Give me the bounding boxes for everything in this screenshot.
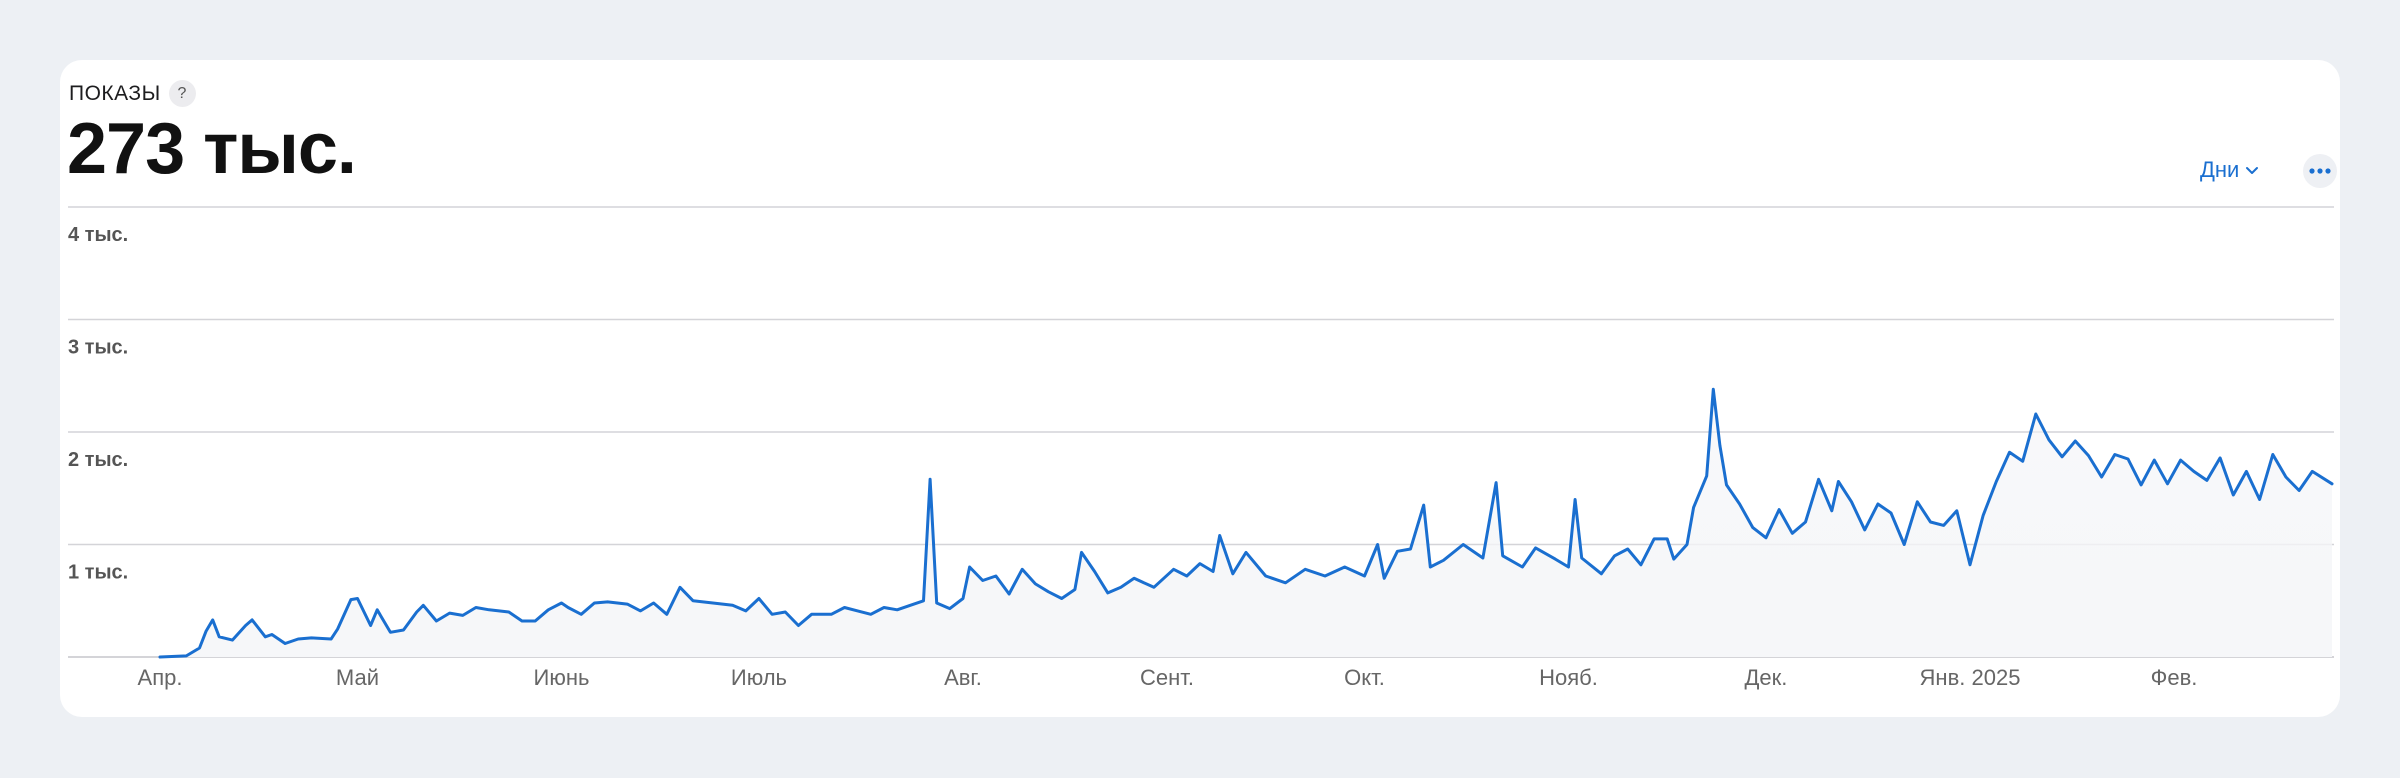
metric-label: ПОКАЗЫ [69,81,161,105]
ellipsis-icon [2309,168,2331,174]
impressions-chart: 1 тыс. 2 тыс. 3 тыс. 4 тыс. Апр. Май Июнь Июль… [68,206,2334,690]
series-area [160,389,2332,657]
x-tick-label: Дек. [1745,665,1788,690]
x-tick-label: Апр. [138,665,183,690]
y-tick-label: 1 тыс. [68,562,128,584]
x-tick-label: Май [336,665,379,690]
x-tick-label: Окт. [1344,665,1385,690]
metric-header: ПОКАЗЫ ? [69,80,196,107]
period-label: Дни [2200,157,2240,182]
x-tick-label: Июнь [534,665,590,690]
series-line [158,387,2334,659]
y-tick-label: 4 тыс. [68,224,128,246]
impressions-card: ПОКАЗЫ ? 273 тыс. Дни 1 тыс. 2 тыс. 3 тыс.… [60,60,2340,717]
x-tick-label: Июль [731,665,787,690]
y-tick-label: 2 тыс. [68,449,128,471]
metric-total: 273 тыс. [67,109,357,189]
x-tick-label: Авг. [944,665,982,690]
help-icon[interactable]: ? [168,80,196,107]
x-tick-label: Янв. 2025 [1920,665,2021,690]
x-tick-label: Нояб. [1539,665,1598,690]
x-tick-label: Сент. [1140,665,1194,690]
chevron-down-icon [2246,167,2259,174]
y-tick-label: 3 тыс. [68,337,128,359]
period-dropdown[interactable]: Дни [2200,157,2259,183]
x-tick-label: Фев. [2151,665,2198,690]
more-options-button[interactable] [2303,154,2337,188]
